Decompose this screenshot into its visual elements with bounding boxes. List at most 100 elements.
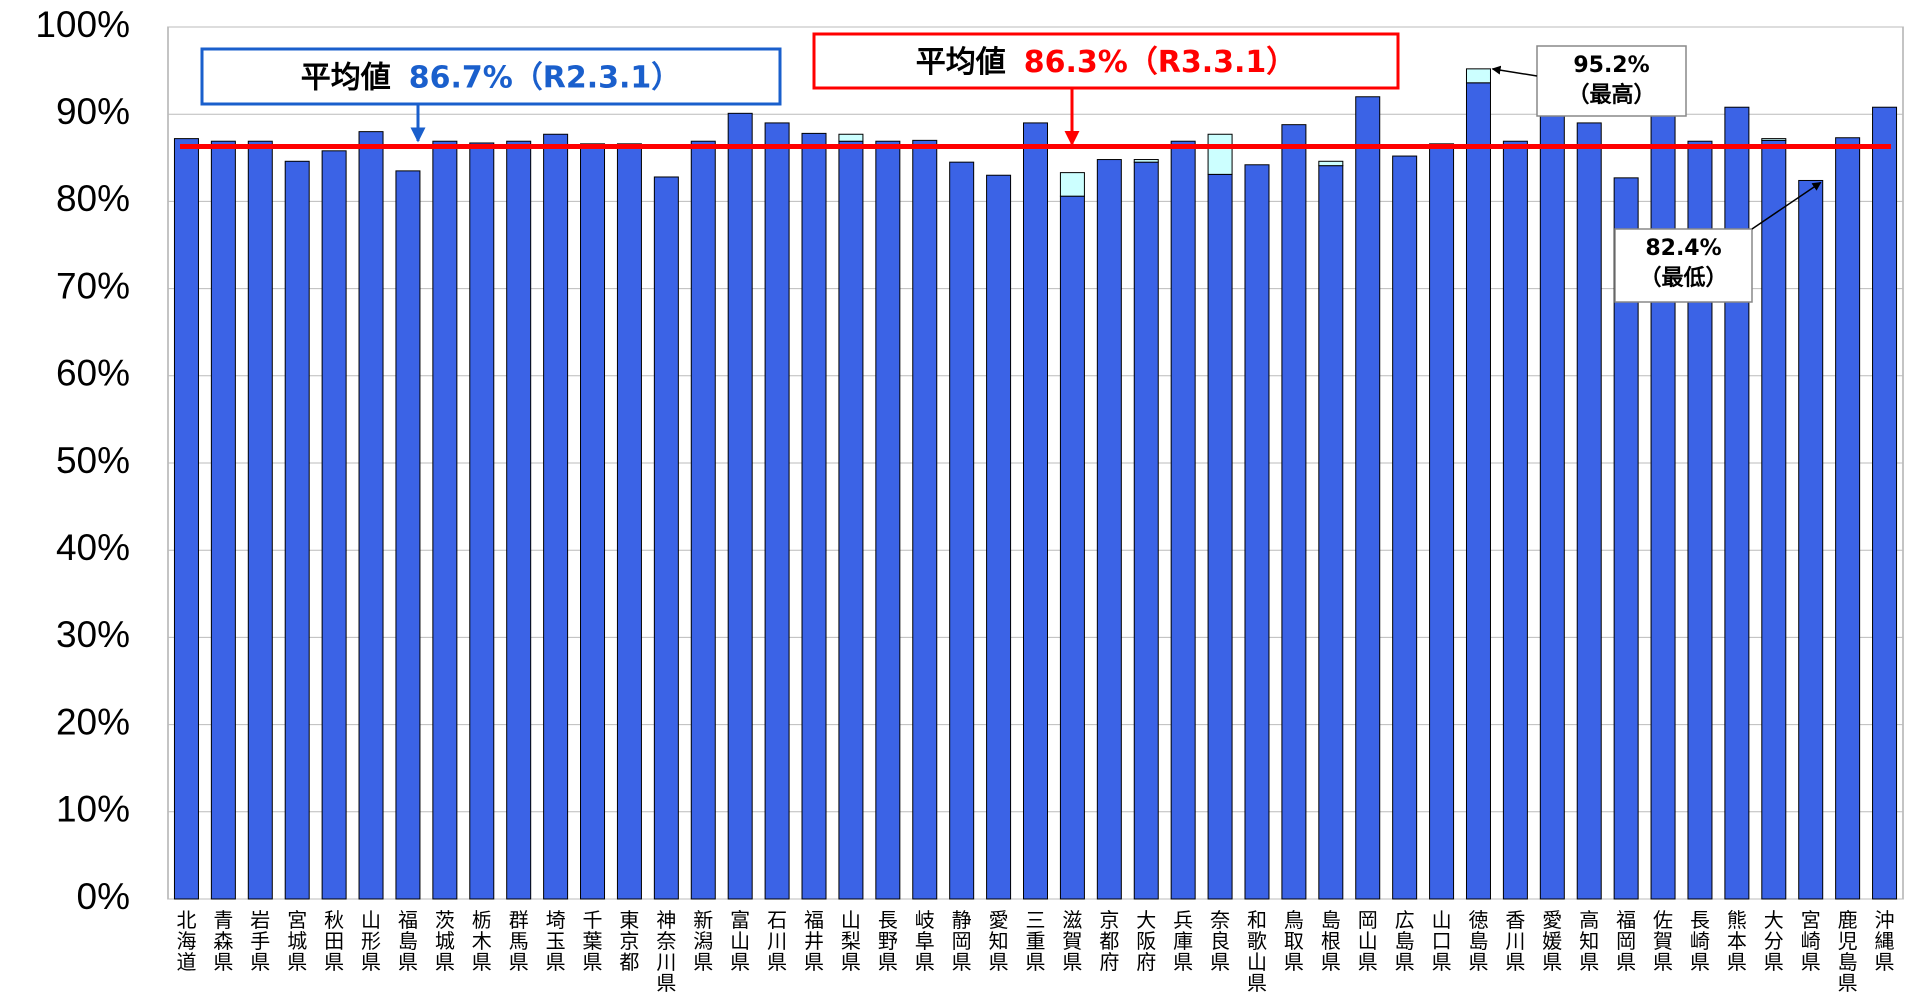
annotation-text: 95.2% — [1573, 53, 1649, 78]
bar-segment — [986, 174, 1012, 900]
bar-segment — [1429, 143, 1455, 900]
bar-segment — [801, 132, 827, 900]
x-tick-label: 福島県 — [398, 908, 418, 974]
bar-segment — [1465, 68, 1491, 84]
x-tick-label: 福岡県 — [1616, 908, 1636, 974]
annotation-box — [1536, 45, 1687, 117]
x-tick-label: 新潟県 — [693, 908, 713, 974]
x-tick-label: 鹿児島県 — [1838, 908, 1858, 995]
y-tick-label: 70% — [56, 265, 130, 306]
bar-segment — [173, 138, 199, 900]
bar-segment — [210, 140, 236, 900]
bar-segment — [1761, 139, 1787, 900]
annotation-box — [1614, 228, 1753, 303]
y-tick-label: 100% — [35, 4, 130, 45]
bar-segment — [1133, 161, 1159, 900]
x-tick-label: 北海道 — [176, 908, 196, 974]
bar-segment — [284, 160, 310, 900]
bar-segment — [616, 143, 642, 900]
x-tick-label: 徳島県 — [1468, 908, 1488, 974]
x-tick-label: 栃木県 — [472, 908, 492, 974]
x-tick-label: 山形県 — [361, 908, 381, 974]
x-tick-label: 沖縄県 — [1875, 908, 1895, 974]
bar-segment — [1059, 195, 1085, 900]
y-tick-label: 60% — [56, 353, 130, 394]
x-tick-label: 京都府 — [1099, 908, 1119, 974]
average-box — [812, 32, 1400, 90]
y-tick-label: 90% — [56, 91, 130, 132]
bar-segment — [1392, 155, 1418, 900]
x-tick-label: 島根県 — [1321, 908, 1341, 974]
x-tick-label: 愛媛県 — [1542, 908, 1562, 974]
x-tick-label: 群馬県 — [509, 908, 529, 974]
x-tick-label: 岡山県 — [1358, 908, 1378, 974]
x-tick-label: 福井県 — [804, 908, 824, 974]
bar-segment — [1798, 179, 1824, 900]
bar-segment — [580, 143, 606, 900]
annotation-arrow — [1491, 65, 1538, 77]
x-tick-label: 茨城県 — [435, 908, 455, 974]
x-tick-label: 愛知県 — [989, 908, 1009, 974]
y-tick-label: 40% — [56, 527, 130, 568]
bar-segment — [1872, 106, 1898, 900]
bar-segment — [912, 139, 938, 900]
bar-segment — [1023, 122, 1048, 900]
annotation-note: （最低） — [1639, 266, 1727, 291]
annotation-arrow — [1751, 181, 1822, 230]
bar-segment — [1761, 138, 1787, 141]
bar-segment — [1244, 164, 1270, 900]
y-tick-label: 30% — [56, 614, 130, 655]
x-tick-label: 富山県 — [730, 908, 750, 974]
x-tick-label: 香川県 — [1505, 908, 1525, 974]
bar-segment — [395, 170, 421, 900]
x-tick-label: 静岡県 — [952, 908, 972, 974]
y-tick-label: 50% — [56, 440, 130, 481]
x-tick-label: 宮城県 — [287, 908, 307, 974]
x-tick-label: 山梨県 — [841, 908, 861, 974]
x-tick-label: 奈良県 — [1210, 908, 1230, 974]
x-tick-label: 東京都 — [619, 908, 639, 974]
average-label: 平均値 86.7%（R2.3.1） — [301, 60, 682, 95]
x-tick-label: 長野県 — [878, 908, 898, 974]
average-title: 平均値 — [301, 60, 391, 95]
y-tick-label: 10% — [56, 789, 130, 830]
y-tick-label: 20% — [56, 701, 130, 742]
x-tick-label: 兵庫県 — [1173, 908, 1193, 974]
x-tick-label: 広島県 — [1395, 908, 1415, 974]
x-tick-label: 高知県 — [1579, 908, 1599, 974]
bar-segment — [1281, 124, 1307, 900]
x-tick-label: 埼玉県 — [546, 908, 566, 974]
bar-segment — [1539, 109, 1565, 900]
x-tick-label: 秋田県 — [324, 908, 344, 974]
bar-segment — [432, 140, 458, 900]
bar-segment — [358, 131, 384, 900]
bar-segment — [727, 112, 753, 900]
x-tick-label: 神奈川県 — [656, 908, 676, 995]
annotation-text: 82.4% — [1645, 236, 1721, 261]
bar-segment — [764, 122, 790, 900]
bar-segment — [1170, 140, 1196, 900]
bar-segment — [875, 140, 901, 900]
bar-segment — [469, 142, 495, 900]
annotation-note: （最高） — [1567, 82, 1655, 108]
x-tick-label: 鳥取県 — [1284, 908, 1304, 974]
x-tick-label: 佐賀県 — [1653, 908, 1673, 974]
average-title: 平均値 — [916, 45, 1006, 80]
y-tick-label: 0% — [77, 876, 130, 917]
bar-segment — [1133, 159, 1159, 163]
x-tick-label: 山口県 — [1432, 908, 1452, 974]
bar-segment — [838, 140, 864, 900]
bar-segment — [1318, 165, 1344, 900]
bar-segment — [1724, 106, 1750, 900]
x-tick-label: 青森県 — [213, 908, 233, 974]
x-tick-label: 千葉県 — [583, 908, 603, 974]
bar-segment — [1576, 122, 1602, 900]
bar-segment — [1318, 160, 1344, 167]
bar-segment — [247, 140, 273, 900]
bar-segment — [1207, 173, 1233, 900]
y-tick-label: 80% — [56, 178, 130, 219]
bar-segment — [838, 133, 864, 142]
bar-segment — [653, 176, 679, 900]
bar-segment — [1096, 159, 1122, 900]
